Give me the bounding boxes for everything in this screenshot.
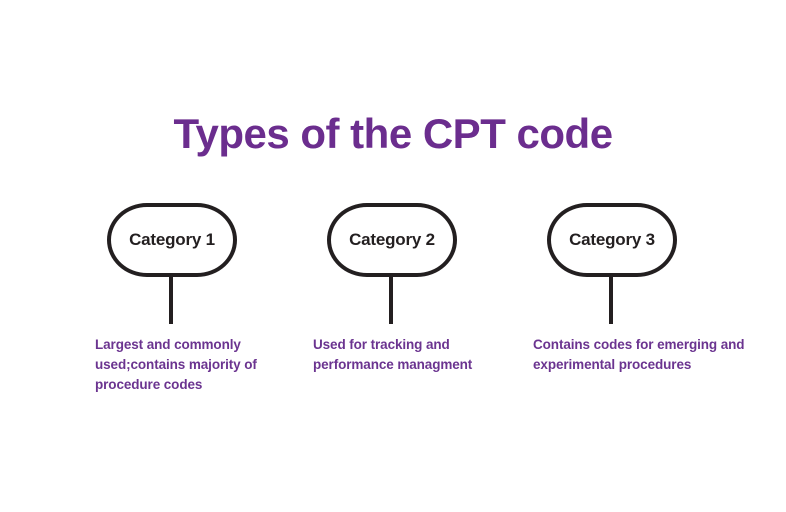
category-pill-2[interactable]: Category 2 — [327, 203, 457, 277]
category-pill-3[interactable]: Category 3 — [547, 203, 677, 277]
category-description-3: Contains codes for emerging and experime… — [533, 337, 745, 372]
page-title: Types of the CPT code — [173, 110, 613, 157]
category-pill-label-1: Category 1 — [129, 230, 215, 249]
connector-line-2 — [389, 277, 393, 324]
connector-line-3 — [609, 277, 613, 324]
category-node-1[interactable]: Category 1 — [107, 203, 237, 324]
connector-line-1 — [169, 277, 173, 324]
category-pill-label-3: Category 3 — [569, 230, 655, 249]
category-pill-label-2: Category 2 — [349, 230, 435, 249]
category-description-1: Largest and commonly used;contains major… — [95, 337, 257, 392]
category-node-3[interactable]: Category 3 — [547, 203, 677, 324]
category-description-2: Used for tracking and performance managm… — [313, 337, 473, 372]
category-pill-1[interactable]: Category 1 — [107, 203, 237, 277]
category-node-2[interactable]: Category 2 — [327, 203, 457, 324]
